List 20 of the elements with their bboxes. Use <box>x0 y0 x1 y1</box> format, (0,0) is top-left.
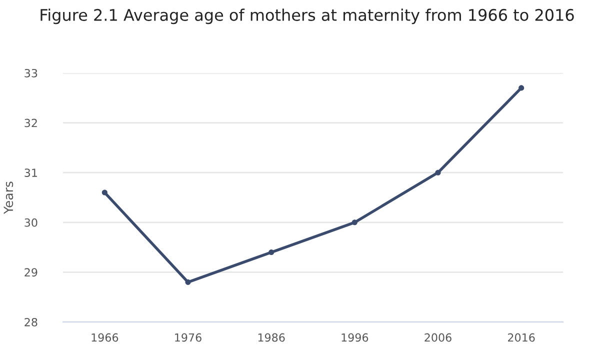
point <box>102 190 108 196</box>
y-tick-label: 30 <box>24 218 38 227</box>
point <box>268 250 274 256</box>
y-tick-label: 32 <box>24 118 37 128</box>
point <box>518 85 524 91</box>
point <box>185 279 191 285</box>
y-tick-label: 29 <box>24 268 38 277</box>
x-tick-label: 1966 <box>92 333 118 342</box>
x-tick-label: 2006 <box>424 333 452 342</box>
x-tick-label: 2016 <box>508 333 535 342</box>
x-tick-label: 1976 <box>175 333 202 342</box>
y-tick-label: 33 <box>24 68 38 78</box>
x-tick-label: 1996 <box>342 333 368 342</box>
chart-title: Figure 2.1 Average age of mothers at maternity from 1966 to 2016 <box>40 8 574 24</box>
x-tick-label: 1986 <box>258 333 285 342</box>
y-tick-label: 28 <box>24 318 38 326</box>
y-axis-title: Years <box>4 182 14 214</box>
y-tick-label: 31 <box>24 168 37 177</box>
point <box>352 220 358 226</box>
point <box>435 170 441 176</box>
